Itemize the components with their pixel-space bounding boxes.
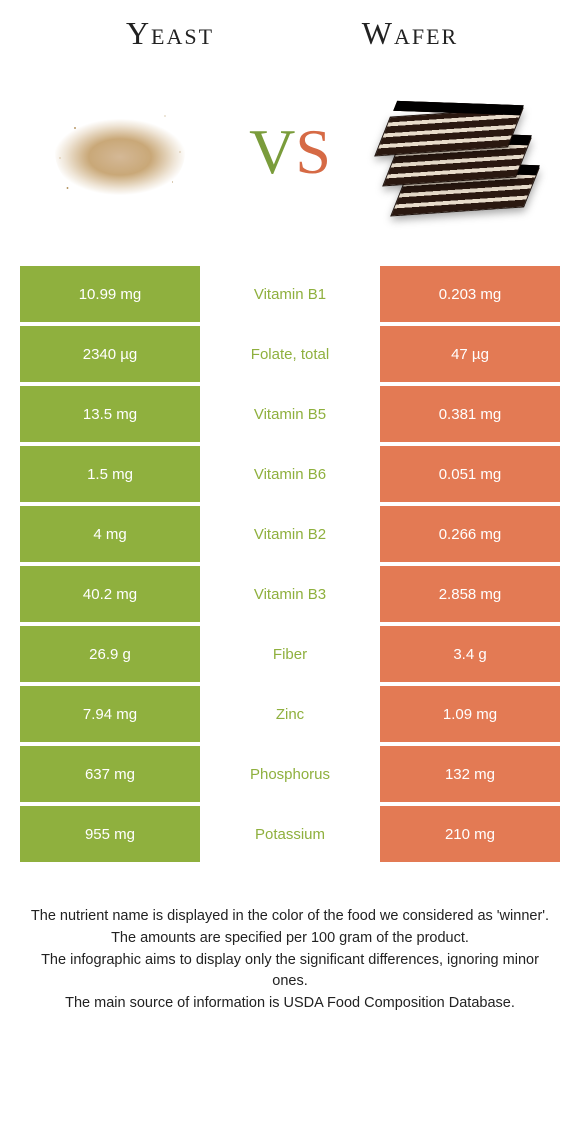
table-row: 40.2 mgVitamin B32.858 mg <box>20 566 560 622</box>
right-value-cell: 0.266 mg <box>380 506 560 562</box>
footer-line-2: The amounts are specified per 100 gram o… <box>30 928 550 950</box>
right-value-cell: 1.09 mg <box>380 686 560 742</box>
table-row: 7.94 mgZinc1.09 mg <box>20 686 560 742</box>
nutrient-name-cell: Zinc <box>200 686 380 742</box>
left-value-cell: 13.5 mg <box>20 386 200 442</box>
header: Yeast Wafer <box>20 15 560 52</box>
right-food-title: Wafer <box>290 15 530 52</box>
right-value-cell: 210 mg <box>380 806 560 862</box>
right-value-cell: 3.4 g <box>380 626 560 682</box>
wafer-stack-icon <box>380 82 540 222</box>
wafer-image <box>370 72 550 232</box>
left-value-cell: 26.9 g <box>20 626 200 682</box>
right-value-cell: 0.381 mg <box>380 386 560 442</box>
left-value-cell: 1.5 mg <box>20 446 200 502</box>
footer-line-1: The nutrient name is displayed in the co… <box>30 906 550 928</box>
table-row: 10.99 mgVitamin B10.203 mg <box>20 266 560 322</box>
right-value-cell: 0.051 mg <box>380 446 560 502</box>
table-row: 637 mgPhosphorus132 mg <box>20 746 560 802</box>
nutrient-name-cell: Folate, total <box>200 326 380 382</box>
nutrient-name-cell: Vitamin B3 <box>200 566 380 622</box>
images-row: VS <box>20 62 560 252</box>
right-value-cell: 47 µg <box>380 326 560 382</box>
nutrient-name-cell: Vitamin B1 <box>200 266 380 322</box>
left-value-cell: 7.94 mg <box>20 686 200 742</box>
vs-s: S <box>295 115 331 189</box>
right-value-cell: 2.858 mg <box>380 566 560 622</box>
yeast-image <box>30 72 210 232</box>
left-value-cell: 40.2 mg <box>20 566 200 622</box>
vs-label: VS <box>249 115 331 189</box>
nutrient-name-cell: Phosphorus <box>200 746 380 802</box>
right-value-cell: 132 mg <box>380 746 560 802</box>
left-value-cell: 10.99 mg <box>20 266 200 322</box>
left-value-cell: 637 mg <box>20 746 200 802</box>
table-row: 2340 µgFolate, total47 µg <box>20 326 560 382</box>
footer-line-4: The main source of information is USDA F… <box>30 993 550 1015</box>
nutrient-name-cell: Vitamin B6 <box>200 446 380 502</box>
nutrient-name-cell: Potassium <box>200 806 380 862</box>
table-row: 13.5 mgVitamin B50.381 mg <box>20 386 560 442</box>
left-food-title: Yeast <box>50 15 290 52</box>
yeast-pile-icon <box>55 102 185 202</box>
table-row: 26.9 gFiber3.4 g <box>20 626 560 682</box>
left-value-cell: 4 mg <box>20 506 200 562</box>
vs-v: V <box>249 115 295 189</box>
nutrient-name-cell: Fiber <box>200 626 380 682</box>
footer-line-3: The infographic aims to display only the… <box>30 950 550 994</box>
table-row: 1.5 mgVitamin B60.051 mg <box>20 446 560 502</box>
nutrient-name-cell: Vitamin B2 <box>200 506 380 562</box>
left-value-cell: 2340 µg <box>20 326 200 382</box>
comparison-table: 10.99 mgVitamin B10.203 mg2340 µgFolate,… <box>20 262 560 866</box>
footer-notes: The nutrient name is displayed in the co… <box>20 906 560 1015</box>
right-value-cell: 0.203 mg <box>380 266 560 322</box>
nutrient-name-cell: Vitamin B5 <box>200 386 380 442</box>
table-row: 4 mgVitamin B20.266 mg <box>20 506 560 562</box>
table-row: 955 mgPotassium210 mg <box>20 806 560 862</box>
left-value-cell: 955 mg <box>20 806 200 862</box>
